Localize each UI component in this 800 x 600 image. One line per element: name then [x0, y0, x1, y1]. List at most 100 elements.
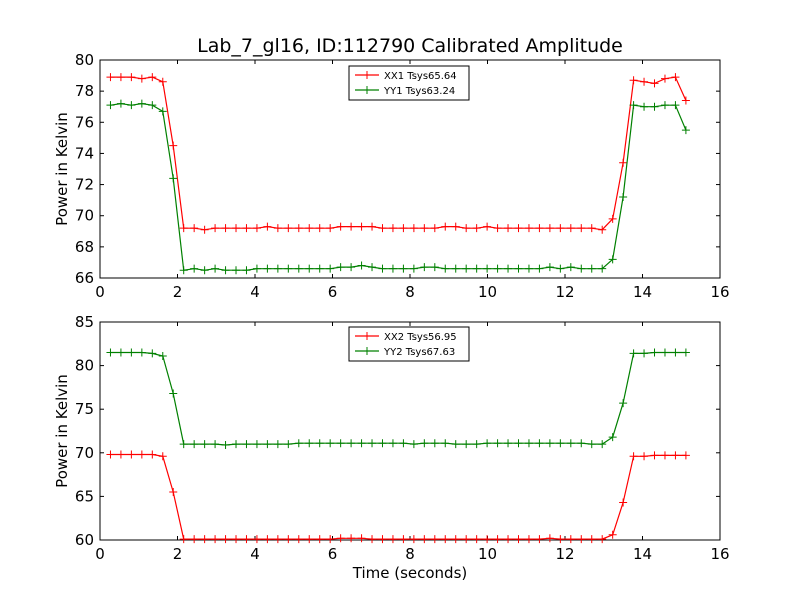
- data-point-marker: [535, 264, 544, 273]
- data-point-marker: [326, 224, 335, 233]
- data-point-marker: [545, 263, 554, 272]
- data-point-marker: [347, 222, 356, 231]
- data-point-marker: [347, 439, 356, 448]
- legend-label: YY1 Tsys63.24: [383, 86, 455, 97]
- data-point-marker: [137, 348, 146, 357]
- data-point-marker: [409, 264, 418, 273]
- data-point-marker: [504, 264, 513, 273]
- data-point-marker: [284, 440, 293, 449]
- data-point-marker: [106, 73, 115, 82]
- data-point-marker: [650, 348, 659, 357]
- y-axis-label: Power in Kelvin: [53, 374, 71, 488]
- data-point-marker: [378, 264, 387, 273]
- data-point-marker: [221, 224, 230, 233]
- data-point-marker: [169, 174, 178, 183]
- data-point-marker: [566, 224, 575, 233]
- data-point-marker: [483, 222, 492, 231]
- data-point-marker: [619, 399, 628, 408]
- data-point-marker: [493, 224, 502, 233]
- data-point-marker: [504, 439, 513, 448]
- data-point-marker: [252, 264, 261, 273]
- data-point-marker: [556, 535, 565, 544]
- data-point-marker: [273, 224, 282, 233]
- data-point-marker: [409, 535, 418, 544]
- data-point-marker: [211, 224, 220, 233]
- y-tick-label: 80: [75, 51, 94, 69]
- data-point-marker: [158, 77, 167, 86]
- data-point-marker: [441, 439, 450, 448]
- x-tick-label: 8: [405, 545, 415, 563]
- data-point-marker: [190, 264, 199, 273]
- data-point-marker: [305, 224, 314, 233]
- data-point-marker: [273, 535, 282, 544]
- x-tick-label: 6: [328, 283, 338, 301]
- data-point-marker: [650, 451, 659, 460]
- data-point-marker: [294, 535, 303, 544]
- data-point-marker: [472, 264, 481, 273]
- data-point-marker: [368, 222, 377, 231]
- data-point-marker: [409, 224, 418, 233]
- data-point-marker: [284, 264, 293, 273]
- data-point-marker: [504, 224, 513, 233]
- y-tick-label: 70: [75, 444, 94, 462]
- legend-box: [348, 326, 470, 362]
- data-point-marker: [336, 263, 345, 272]
- data-point-marker: [472, 535, 481, 544]
- data-point-marker: [524, 224, 533, 233]
- y-axis-label: Power in Kelvin: [53, 112, 71, 226]
- data-point-marker: [598, 264, 607, 273]
- data-point-marker: [430, 263, 439, 272]
- data-point-marker: [660, 74, 669, 83]
- data-point-marker: [357, 261, 366, 270]
- data-point-marker: [127, 348, 136, 357]
- data-point-marker: [472, 224, 481, 233]
- legend-marker: [363, 332, 371, 340]
- data-point-marker: [252, 440, 261, 449]
- data-point-marker: [190, 224, 199, 233]
- data-point-marker: [137, 450, 146, 459]
- legend-marker: [363, 86, 371, 94]
- data-point-marker: [211, 535, 220, 544]
- x-tick-label: 8: [405, 283, 415, 301]
- data-point-marker: [451, 222, 460, 231]
- data-point-marker: [566, 535, 575, 544]
- data-point-marker: [451, 535, 460, 544]
- data-point-marker: [148, 349, 157, 358]
- data-point-marker: [326, 535, 335, 544]
- data-point-marker: [388, 224, 397, 233]
- data-point-marker: [221, 266, 230, 275]
- data-point-marker: [263, 535, 272, 544]
- data-point-marker: [493, 439, 502, 448]
- data-point-marker: [263, 440, 272, 449]
- legend-marker: [363, 71, 371, 79]
- x-tick-label: 4: [250, 283, 260, 301]
- data-point-marker: [158, 452, 167, 461]
- series-2: [106, 99, 690, 275]
- data-point-marker: [514, 224, 523, 233]
- data-point-marker: [650, 79, 659, 88]
- data-point-marker: [640, 102, 649, 111]
- data-point-marker: [242, 535, 251, 544]
- x-tick-label: 12: [555, 283, 574, 301]
- data-point-marker: [315, 264, 324, 273]
- data-point-marker: [357, 439, 366, 448]
- data-point-marker: [462, 535, 471, 544]
- data-point-marker: [524, 439, 533, 448]
- data-point-marker: [305, 439, 314, 448]
- x-tick-label: 2: [173, 283, 183, 301]
- data-point-marker: [451, 440, 460, 449]
- x-tick-label: 14: [633, 283, 652, 301]
- data-point-marker: [252, 535, 261, 544]
- data-point-marker: [441, 264, 450, 273]
- data-point-marker: [305, 264, 314, 273]
- y-tick-label: 80: [75, 357, 94, 375]
- legend-label: XX1 Tsys65.64: [384, 71, 457, 82]
- data-point-marker: [294, 264, 303, 273]
- x-tick-label: 10: [478, 283, 497, 301]
- data-point-marker: [556, 224, 565, 233]
- data-point-marker: [284, 535, 293, 544]
- data-point-marker: [378, 224, 387, 233]
- data-point-marker: [200, 535, 209, 544]
- data-point-marker: [462, 440, 471, 449]
